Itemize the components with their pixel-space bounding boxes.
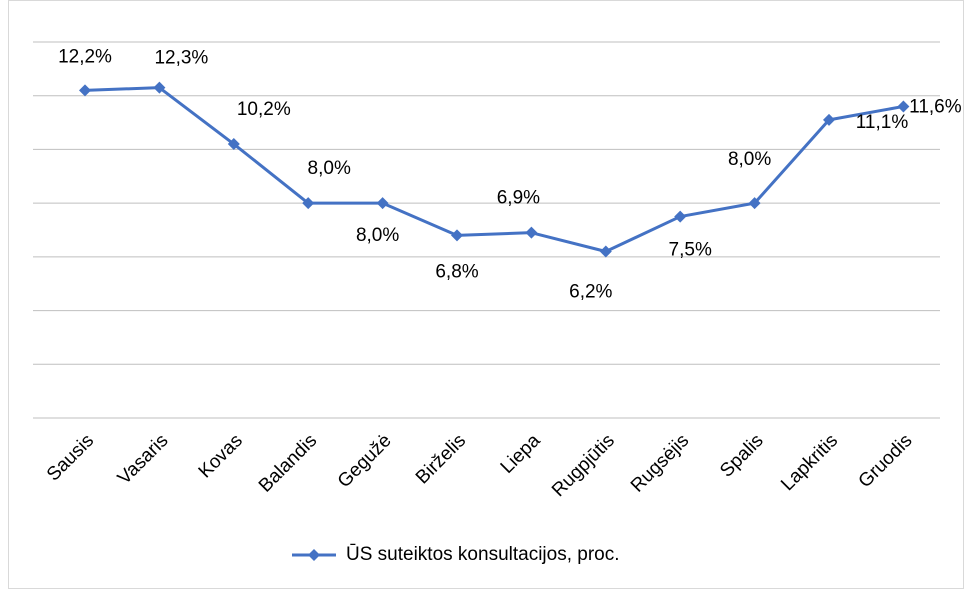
data-label: 6,9% <box>497 188 540 209</box>
series-line <box>84 86 904 253</box>
data-point <box>302 197 315 210</box>
x-tick-label: Rugpjūtis <box>548 430 619 501</box>
data-label: 6,8% <box>435 261 478 282</box>
data-point <box>79 84 91 97</box>
x-tick-label: Spalis <box>716 430 767 481</box>
x-tick-label: Kovas <box>195 430 247 482</box>
x-tick-label: Vasaris <box>114 430 173 489</box>
x-tick-label: Birželis <box>412 430 470 488</box>
x-tick-label: Sausis <box>43 430 98 485</box>
data-label: 11,1% <box>856 112 909 133</box>
data-point <box>153 81 166 94</box>
data-label: 6,2% <box>569 282 612 303</box>
legend-marker <box>308 549 320 561</box>
data-label: 12,3% <box>154 48 208 69</box>
data-point <box>897 100 910 113</box>
data-label: 7,5% <box>669 240 712 261</box>
x-tick-label: Gruodis <box>855 430 917 492</box>
data-label: 8,0% <box>308 158 351 179</box>
x-tick-label: Gegužė <box>334 430 396 492</box>
x-tick-label: Rugsėjis <box>627 430 693 496</box>
data-point <box>674 210 687 223</box>
x-tick-label: Liepa <box>497 430 545 478</box>
data-point <box>748 197 761 210</box>
legend-label: ŪS suteiktos konsultacijos, proc. <box>346 544 620 565</box>
x-tick-label: Lapkritis <box>777 430 842 495</box>
data-label: 8,0% <box>356 225 399 246</box>
data-point <box>599 245 612 258</box>
data-label: 12,2% <box>58 46 112 67</box>
data-label: 10,2% <box>237 99 291 120</box>
data-point <box>823 113 835 126</box>
data-point <box>525 226 538 239</box>
x-tick-label: Balandis <box>255 430 321 496</box>
data-label: 8,0% <box>728 149 771 170</box>
data-label: 11,6% <box>909 96 962 117</box>
data-point <box>451 229 463 242</box>
data-point <box>227 138 240 151</box>
data-point <box>376 197 389 210</box>
